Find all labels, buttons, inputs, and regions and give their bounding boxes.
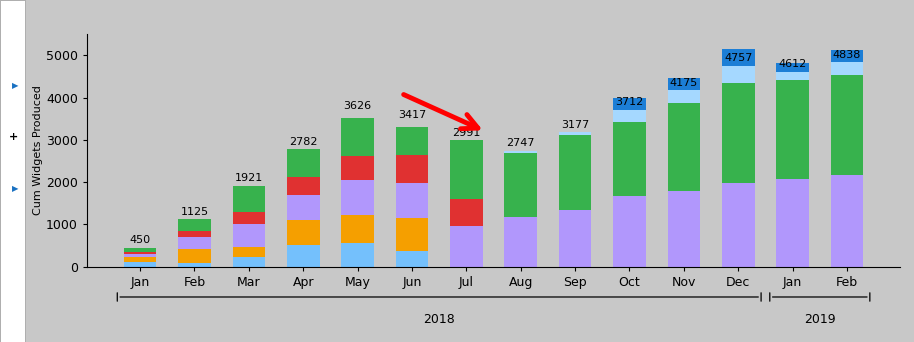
Bar — [123, 254, 156, 258]
Bar — [558, 134, 591, 210]
Bar — [123, 251, 156, 254]
Text: 4175: 4175 — [670, 78, 698, 88]
Bar — [613, 196, 646, 267]
Bar — [722, 183, 755, 267]
Text: 2747: 2747 — [506, 138, 535, 148]
Bar — [232, 212, 265, 224]
Text: 3417: 3417 — [398, 110, 426, 120]
Bar — [287, 195, 320, 220]
Bar — [776, 72, 809, 80]
Bar — [776, 63, 809, 72]
Bar — [287, 177, 320, 195]
Bar — [178, 249, 211, 263]
Bar — [396, 218, 429, 251]
Text: 4612: 4612 — [779, 60, 807, 69]
Text: 2782: 2782 — [289, 137, 317, 147]
Bar — [178, 237, 211, 249]
Bar — [396, 155, 429, 183]
Text: 3712: 3712 — [615, 97, 643, 107]
Y-axis label: Cum Widgets Produced: Cum Widgets Produced — [33, 86, 43, 215]
Bar — [123, 248, 156, 251]
Bar — [341, 180, 374, 215]
Bar — [341, 118, 374, 156]
Bar — [178, 231, 211, 237]
Bar — [776, 80, 809, 179]
Bar — [341, 215, 374, 243]
Bar — [396, 127, 429, 155]
Bar — [450, 226, 483, 267]
Bar — [505, 153, 537, 217]
Bar — [613, 110, 646, 122]
Text: +: + — [9, 132, 18, 142]
Bar — [776, 179, 809, 267]
Bar — [667, 103, 700, 190]
Bar — [667, 190, 700, 267]
Bar — [722, 82, 755, 183]
Text: 2991: 2991 — [452, 128, 481, 138]
Bar — [667, 90, 700, 103]
Bar — [831, 50, 864, 62]
Bar — [341, 243, 374, 267]
Bar — [831, 75, 864, 174]
Bar — [123, 262, 156, 267]
Bar — [287, 220, 320, 245]
Text: ▶: ▶ — [12, 81, 18, 90]
Bar — [232, 258, 265, 267]
Bar — [558, 210, 591, 267]
Bar — [667, 78, 700, 90]
Bar — [831, 62, 864, 75]
Bar — [287, 149, 320, 177]
Bar — [613, 122, 646, 196]
Text: 2019: 2019 — [804, 313, 835, 326]
Text: ▶: ▶ — [12, 184, 18, 193]
Bar — [450, 140, 483, 199]
Bar — [232, 247, 265, 258]
Bar — [505, 150, 537, 153]
Bar — [232, 185, 265, 212]
Bar — [450, 199, 483, 226]
Text: 4757: 4757 — [724, 53, 752, 63]
Bar — [505, 217, 537, 267]
Bar — [558, 132, 591, 134]
Bar — [831, 174, 864, 267]
Bar — [396, 251, 429, 267]
Bar — [613, 98, 646, 110]
Bar — [287, 245, 320, 267]
Bar — [341, 156, 374, 180]
Text: 450: 450 — [130, 235, 151, 246]
Bar — [123, 258, 156, 262]
Bar — [232, 224, 265, 247]
Bar — [178, 263, 211, 267]
Bar — [178, 219, 211, 231]
Text: 1125: 1125 — [180, 207, 208, 217]
Bar — [396, 183, 429, 218]
Text: 4838: 4838 — [833, 50, 861, 60]
Text: 3626: 3626 — [344, 101, 372, 111]
Text: 1921: 1921 — [235, 173, 263, 183]
Bar — [722, 49, 755, 66]
Bar — [722, 66, 755, 82]
Text: 2018: 2018 — [423, 313, 455, 326]
Text: 3177: 3177 — [561, 120, 590, 130]
